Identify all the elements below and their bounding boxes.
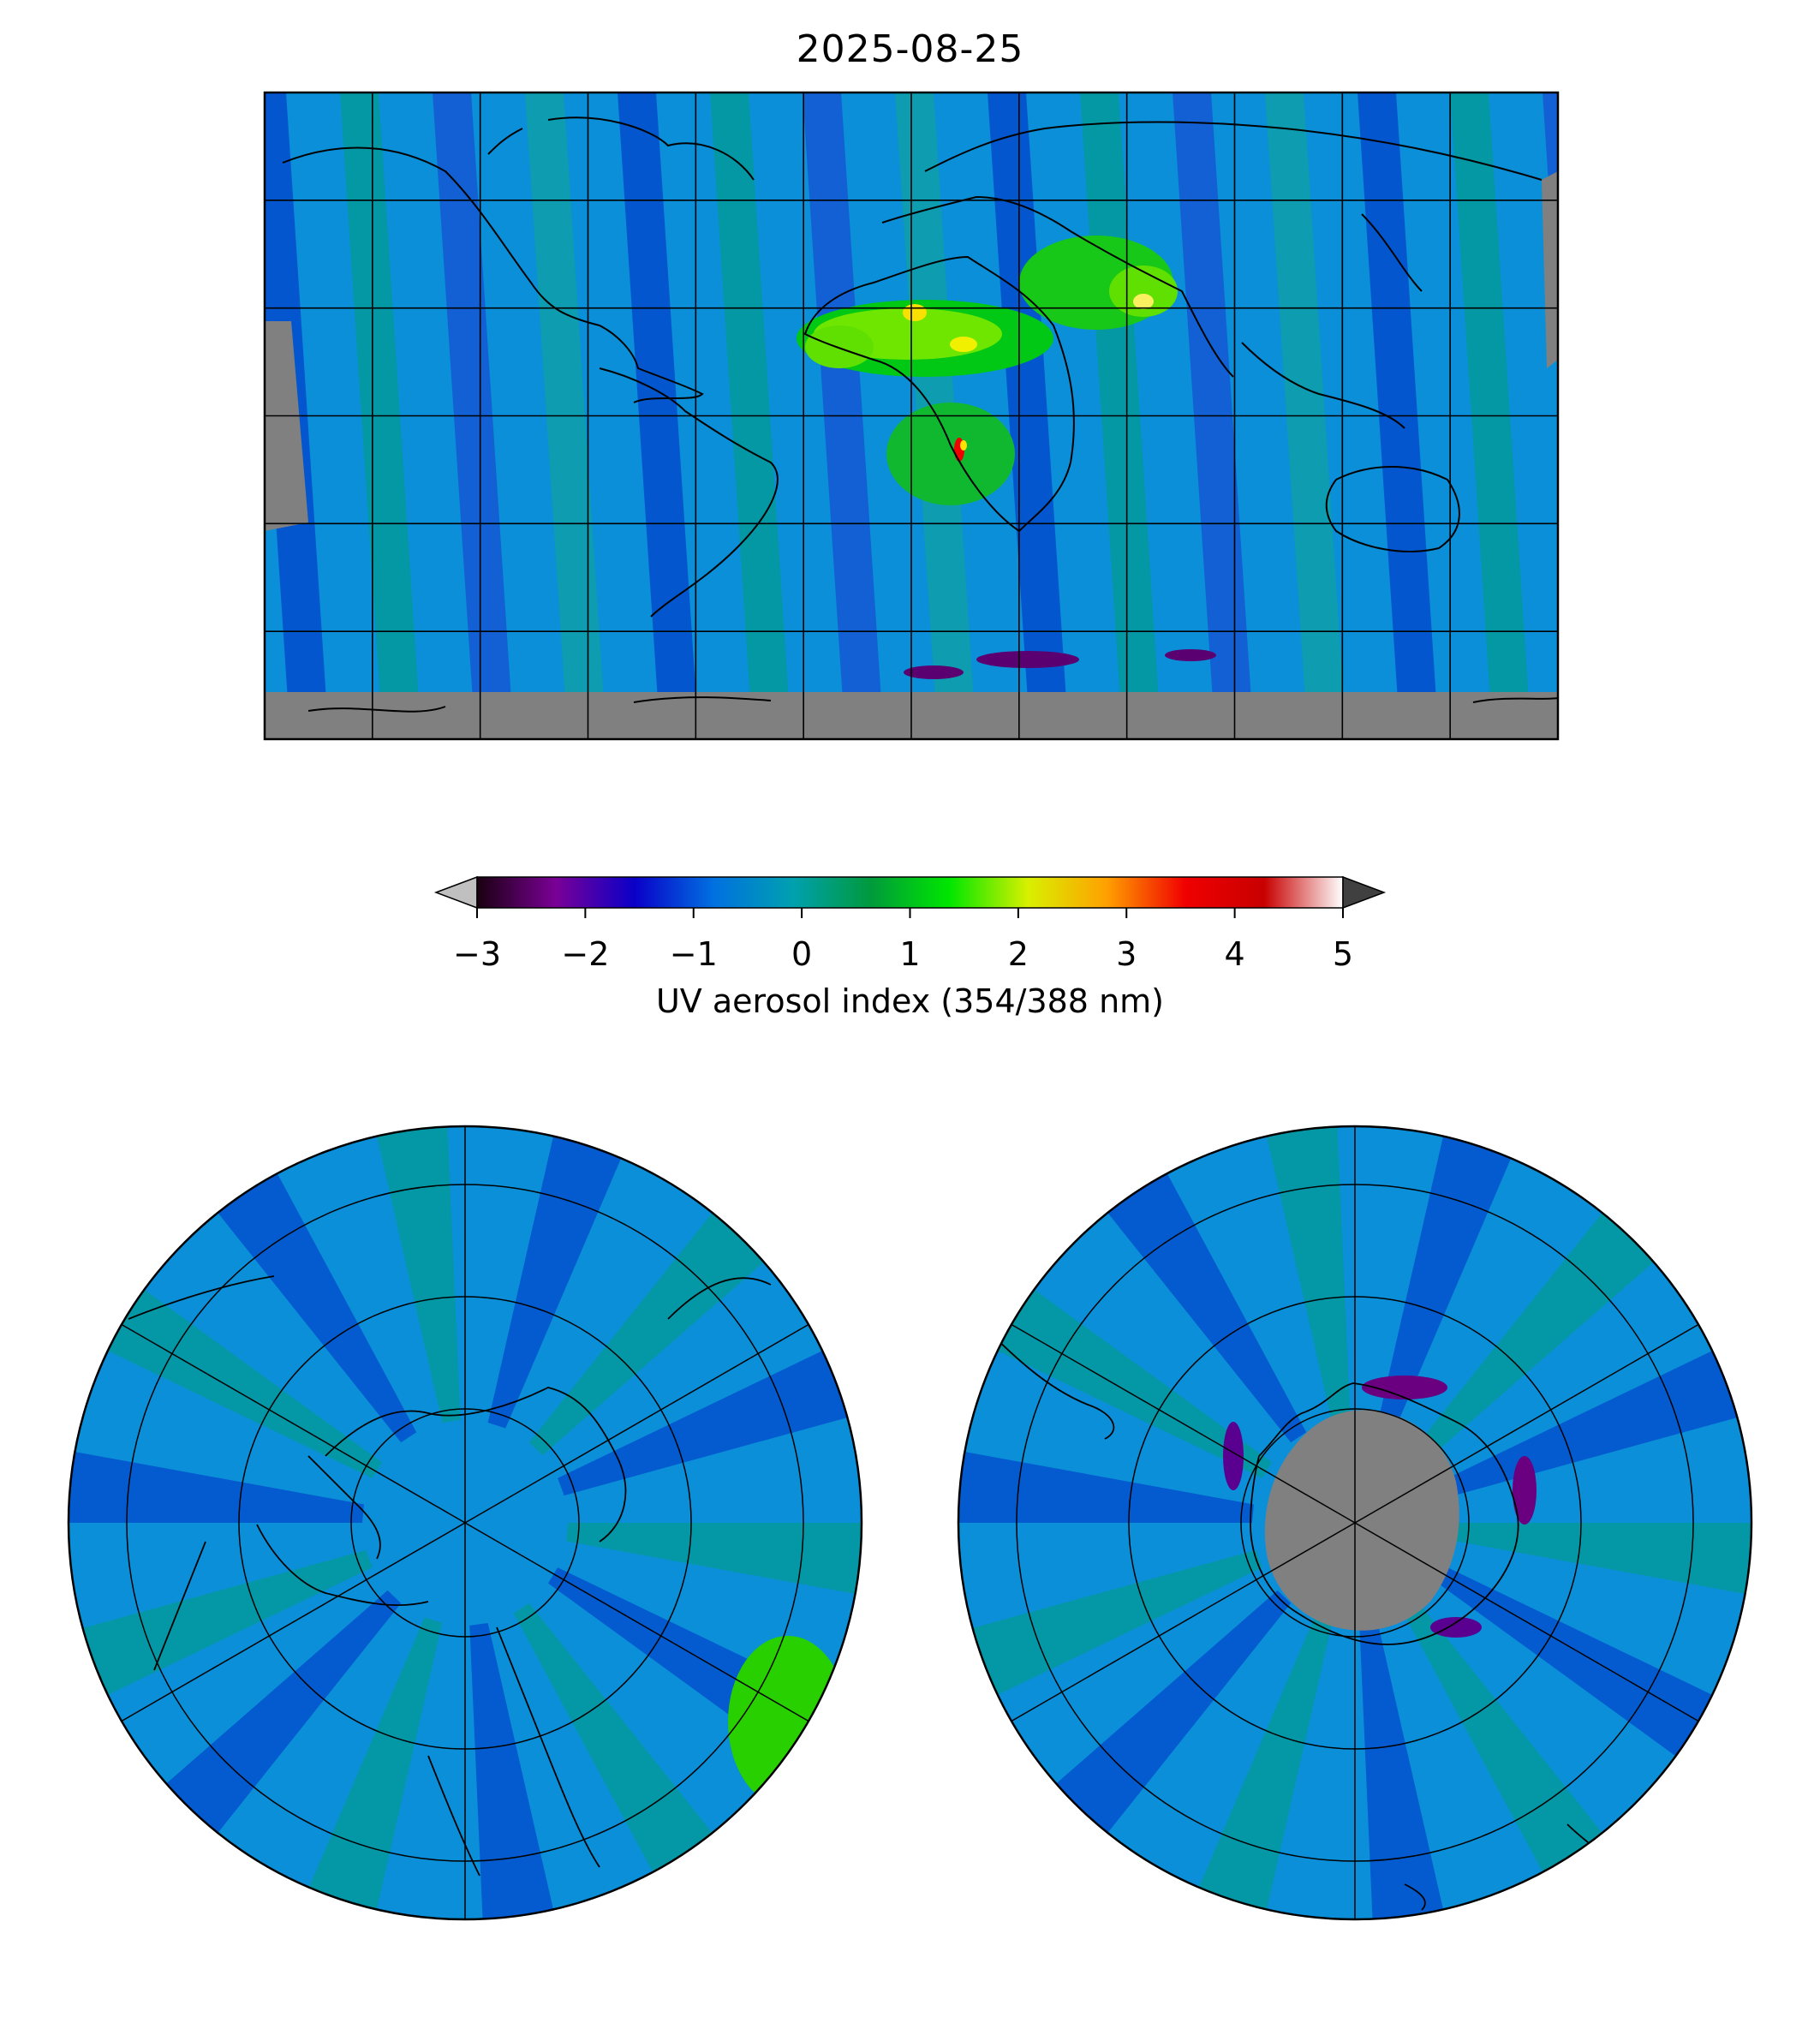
swath-band [469, 1622, 557, 1919]
map-boundary [67, 1125, 863, 1921]
swath-band [1418, 1201, 1665, 1456]
swath-band [155, 1590, 402, 1845]
global-map[interactable] [248, 91, 1624, 741]
swath-band [1045, 1590, 1292, 1845]
coastlines [128, 1275, 772, 1877]
no-data-gap-west [265, 321, 308, 531]
colorbar[interactable] [433, 875, 1387, 918]
map-boundary [957, 1125, 1753, 1921]
map-frame [263, 91, 1560, 741]
swath-band [984, 1280, 1272, 1478]
graticule [265, 92, 1558, 739]
swath-band [1438, 1567, 1726, 1765]
swath-band [303, 1617, 443, 1919]
meridian-line [1011, 1323, 1356, 1524]
meridian-line [464, 1522, 809, 1722]
swath-band [513, 1602, 722, 1885]
swath-band [558, 1344, 862, 1496]
figure-title: 2025-08-25 [796, 27, 1024, 71]
colorbar-tick-label: 5 [1332, 935, 1354, 973]
swath-band [208, 1161, 417, 1443]
colorbar-gradient [476, 876, 1344, 909]
colorbar-label: UV aerosol index (354/388 nm) [655, 982, 1164, 1020]
swath-band [487, 1126, 627, 1429]
swath-band [1403, 1602, 1612, 1885]
aerosol-features [797, 236, 1216, 679]
colorbar-tick-label: 3 [1116, 935, 1137, 973]
swath-band [1193, 1617, 1333, 1919]
colorbar-tick-label: 2 [1007, 935, 1029, 973]
south-polar-map[interactable] [944, 1112, 1766, 1933]
meridian-line [1011, 1522, 1356, 1722]
colorbar-tick-label: 0 [791, 935, 813, 973]
swath-band [1098, 1161, 1307, 1443]
swath-band [1359, 1622, 1447, 1919]
meridian-line [121, 1323, 466, 1524]
swath-band [1263, 1126, 1351, 1423]
colorbar-tick-label: −2 [561, 935, 610, 973]
colorbar-tick-label: −3 [452, 935, 502, 973]
aerosol-features [1223, 1376, 1537, 1638]
colorbar-over-arrow [1342, 875, 1387, 910]
swath-band [373, 1126, 461, 1423]
swath-band [958, 1549, 1262, 1702]
swath-band [528, 1201, 775, 1456]
colorbar-tick-marks [476, 908, 1344, 918]
swath-band [94, 1280, 382, 1478]
no-data-gap-east [1542, 171, 1558, 368]
graticule [121, 1126, 809, 1919]
meridian-line [121, 1522, 466, 1722]
coastlines [282, 116, 1558, 713]
meridian-line [464, 1323, 809, 1524]
graticule [1011, 1126, 1699, 1919]
swath-band [69, 1549, 373, 1702]
no-data-region-pole [1264, 1410, 1459, 1631]
meridian-line [1354, 1522, 1699, 1722]
aerosol-plume [728, 1636, 848, 1807]
satellite-swaths [69, 1126, 862, 1919]
swath-band [1377, 1126, 1517, 1429]
colorbar-tick-label: 1 [899, 935, 921, 973]
north-polar-map[interactable] [54, 1112, 876, 1933]
meridian-line [1354, 1323, 1699, 1524]
colorbar-under-arrow [433, 875, 478, 910]
colorbar-tick-label: −1 [669, 935, 718, 973]
colorbar-tick-label: 4 [1224, 935, 1245, 973]
